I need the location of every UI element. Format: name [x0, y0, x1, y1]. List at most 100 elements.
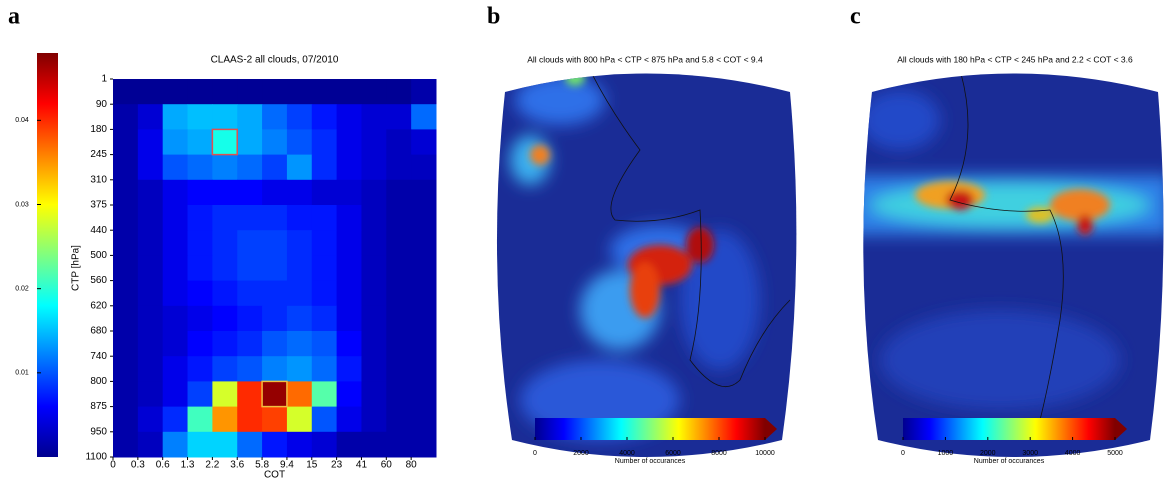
heatmap-cell [411, 381, 437, 408]
heatmap-cell [262, 255, 288, 282]
heatmap-cell [311, 104, 338, 130]
heatmap-cell [212, 230, 238, 256]
colorbar [37, 53, 58, 457]
heatmap-cell [237, 79, 263, 105]
heatmap-cell [162, 205, 189, 231]
heatmap-cell [361, 104, 387, 130]
heatmap-cell [311, 406, 338, 433]
panel-label: a [8, 4, 20, 30]
heatmap-cell [286, 205, 313, 231]
heatmap-cell [361, 381, 387, 408]
heatmap-cell [336, 331, 362, 357]
heatmap-cell [162, 255, 189, 282]
heatmap-cell [286, 381, 313, 408]
heatmap-cell [187, 79, 213, 105]
heatmap-cell [361, 280, 387, 307]
heatmap-cell [113, 205, 139, 231]
heatmap-cell [386, 331, 412, 357]
heatmap-cell [162, 179, 189, 206]
x-tick-label: 80 [406, 460, 418, 471]
x-tick-label: 0.3 [131, 460, 145, 471]
heatmap-cell [336, 129, 362, 156]
heatmap-cell [162, 331, 189, 357]
heatmap-cell [162, 280, 189, 307]
heatmap-cell [137, 104, 164, 130]
heatmap-cell [162, 356, 189, 382]
heatmap-cell [262, 104, 288, 130]
x-tick-label: 3.6 [230, 460, 244, 471]
colorbar-tick-label: 2000 [980, 450, 996, 457]
heatmap-cell [336, 431, 362, 458]
heatmap-cell [187, 356, 213, 382]
heatmap-cell [311, 305, 338, 332]
heatmap-cell [286, 154, 313, 181]
y-tick-label: 950 [90, 426, 107, 437]
heatmap-cell [311, 154, 338, 181]
colorbar-tick-label: 10000 [755, 450, 775, 457]
highlight-box [211, 128, 238, 156]
heatmap-cell [361, 255, 387, 282]
heatmap-cell [162, 79, 189, 105]
heatmap-cell [336, 230, 362, 256]
y-tick-label: 245 [90, 149, 107, 160]
heatmap-cell [237, 381, 263, 408]
heatmap-cell [237, 255, 263, 282]
colorbar-tick-label: 6000 [665, 450, 681, 457]
heatmap-cell [237, 129, 263, 156]
heatmap-cell [137, 79, 164, 105]
heatmap-cell [262, 205, 288, 231]
heatmap-cell [162, 305, 189, 332]
colorbar-tick-label: 1000 [938, 450, 954, 457]
heatmap-cell [386, 431, 412, 458]
heatmap-cell [336, 104, 362, 130]
heatmap-cell [212, 356, 238, 382]
heatmap-cell [137, 230, 164, 256]
heatmap-cell [411, 331, 437, 357]
y-tick-label: 375 [90, 200, 107, 211]
heatmap-cell [113, 406, 139, 433]
panel-label: b [487, 4, 500, 30]
heatmap-cell [113, 79, 139, 105]
heatmap-cell [311, 331, 338, 357]
colorbar-tick-label: 0.02 [15, 286, 29, 293]
heatmap-cell [162, 230, 189, 256]
chart-title: All clouds with 800 hPa < CTP < 875 hPa … [527, 54, 763, 64]
heatmap-cell [262, 154, 288, 181]
heatmap-cell [137, 179, 164, 206]
heatmap-cell [137, 331, 164, 357]
colorbar-label: Number of occurances [615, 458, 686, 465]
heatmap-cell [262, 356, 288, 382]
heatmap-cell [411, 406, 437, 433]
y-tick-label: 620 [90, 300, 107, 311]
heatmap-cell [361, 179, 387, 206]
heatmap-cell [411, 154, 437, 181]
heatmap-cell [262, 331, 288, 357]
heatmap-cell [212, 331, 238, 357]
heatmap-cell [336, 406, 362, 433]
heatmap-cell [187, 331, 213, 357]
heatmap-cell [411, 305, 437, 332]
heatmap-cell [113, 280, 139, 307]
heatmap-cell [386, 356, 412, 382]
map-image [496, 73, 797, 457]
heatmap-cell [386, 129, 412, 156]
chart-title: CLAAS-2 all clouds, 07/2010 [211, 55, 339, 66]
heatmap-cell [162, 406, 189, 433]
heatmap-cell [113, 331, 139, 357]
x-axis-label: COT [264, 470, 285, 481]
y-tick-label: 680 [90, 326, 107, 337]
colorbar-tick-label: 0.01 [15, 370, 29, 377]
heatmap-cell [336, 179, 362, 206]
heatmap-cell [311, 79, 338, 105]
heatmap-cell [336, 205, 362, 231]
heatmap-cell [336, 381, 362, 408]
heatmap-cell [286, 406, 313, 433]
heatmap-cell [162, 381, 189, 408]
heatmap-cell [386, 205, 412, 231]
heatmap-cell [411, 255, 437, 282]
heatmap-cell [237, 356, 263, 382]
heatmap-cell [386, 280, 412, 307]
colorbar [535, 418, 765, 440]
heatmap-cell [286, 129, 313, 156]
heatmap-cell [286, 356, 313, 382]
